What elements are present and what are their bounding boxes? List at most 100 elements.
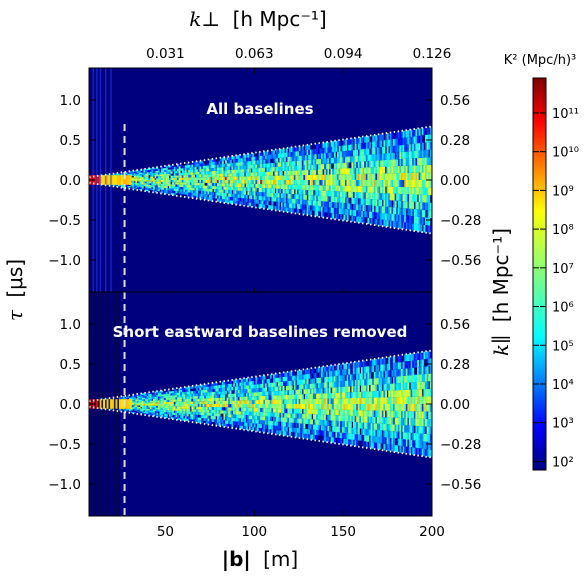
heatmap-cell	[358, 428, 360, 434]
heatmap-cell	[241, 198, 243, 202]
heatmap-cell	[308, 205, 310, 210]
heatmap-cell	[147, 177, 149, 179]
heatmap-cell	[134, 397, 136, 398]
heatmap-cell	[412, 202, 414, 209]
heatmap-cell	[139, 407, 141, 408]
heatmap-cell	[171, 172, 173, 174]
heatmap-cell	[225, 381, 227, 384]
heatmap-cell	[275, 382, 277, 386]
heatmap-cell	[142, 186, 144, 188]
heatmap-cell	[147, 393, 149, 395]
heatmap-cell	[249, 203, 251, 207]
heatmap-cell	[199, 388, 201, 391]
heatmap-cell	[246, 195, 248, 199]
heatmap-cell	[151, 177, 153, 179]
heatmap-cell	[308, 369, 310, 374]
heatmap-cell	[273, 163, 275, 167]
heatmap-cell	[139, 171, 141, 172]
heatmap-cell	[423, 128, 425, 136]
heatmap-cell	[380, 141, 382, 148]
heatmap-cell	[348, 386, 350, 392]
heatmap-cell	[119, 409, 121, 410]
heatmap-cell	[179, 171, 181, 173]
heatmap-cell	[393, 153, 395, 160]
heatmap-cell	[259, 380, 261, 384]
heatmap-cell	[230, 160, 232, 163]
heatmap-cell	[140, 176, 142, 178]
heatmap-cell	[231, 390, 233, 393]
baseline-stripe	[96, 68, 97, 292]
heatmap-cell	[223, 388, 225, 391]
heatmap-cell	[423, 210, 425, 218]
heatmap-cell	[230, 384, 232, 387]
heatmap-cell	[303, 205, 305, 210]
heatmap-cell	[126, 398, 128, 399]
heatmap-cell	[427, 150, 429, 158]
heatmap-cell	[265, 388, 267, 392]
heatmap-cell	[353, 374, 355, 380]
heatmap-cell	[310, 374, 312, 379]
heatmap-cell	[371, 218, 373, 224]
heatmap-cell	[143, 172, 145, 174]
heatmap-cell	[361, 137, 363, 143]
heatmap-cell	[367, 136, 369, 142]
heatmap-cell	[132, 181, 134, 182]
foreground-cell	[106, 175, 108, 185]
heatmap-cell	[356, 440, 358, 446]
heatmap-cell	[291, 194, 293, 199]
heatmap-cell	[214, 159, 216, 162]
heatmap-cell	[369, 142, 371, 148]
heatmap-cell	[212, 192, 214, 195]
heatmap-cell	[334, 152, 336, 158]
heatmap-cell	[292, 208, 294, 213]
heatmap-cell	[315, 373, 317, 378]
heatmap-cell	[211, 389, 213, 392]
heatmap-cell	[340, 438, 342, 444]
heatmap-cell	[207, 419, 209, 422]
heatmap-cell	[175, 167, 177, 169]
heatmap-cell	[361, 211, 363, 217]
heatmap-cell	[315, 165, 317, 170]
heatmap-cell	[193, 175, 195, 178]
heatmap-cell	[174, 389, 176, 391]
heatmap-cell	[383, 187, 385, 194]
heatmap-cell	[267, 201, 269, 205]
heatmap-cell	[195, 167, 197, 170]
heatmap-cell	[166, 414, 168, 416]
heatmap-cell	[324, 431, 326, 436]
heatmap-cell	[156, 413, 158, 415]
heatmap-cell	[329, 426, 331, 432]
heatmap-cell	[188, 389, 190, 392]
heatmap-cell	[399, 222, 401, 229]
heatmap-cell	[292, 423, 294, 428]
heatmap-cell	[172, 191, 174, 193]
heatmap-cell	[244, 191, 246, 195]
heatmap-cell	[315, 154, 317, 159]
heatmap-cell	[286, 148, 288, 153]
heatmap-cell	[399, 201, 401, 208]
heatmap-cell	[343, 203, 345, 209]
heatmap-cell	[367, 366, 369, 372]
heatmap-cell	[350, 204, 352, 210]
heatmap-cell	[356, 150, 358, 156]
heatmap-cell	[171, 174, 173, 176]
foreground-cell	[115, 175, 117, 185]
heatmap-cell	[311, 190, 313, 195]
heatmap-cell	[292, 189, 294, 194]
heatmap-cell	[278, 202, 280, 206]
heatmap-cell	[188, 409, 190, 412]
heatmap-cell	[155, 191, 157, 193]
heatmap-cell	[199, 418, 201, 421]
heatmap-cell	[175, 391, 177, 393]
heatmap-cell	[423, 225, 425, 233]
heatmap-cell	[339, 146, 341, 152]
heatmap-cell	[126, 185, 128, 186]
heatmap-cell	[411, 209, 413, 216]
heatmap-cell	[411, 216, 413, 223]
heatmap-cell	[297, 151, 299, 156]
heatmap-cell	[273, 189, 275, 193]
heatmap-cell	[335, 208, 337, 214]
heatmap-cell	[351, 380, 353, 386]
heatmap-cell	[307, 379, 309, 384]
